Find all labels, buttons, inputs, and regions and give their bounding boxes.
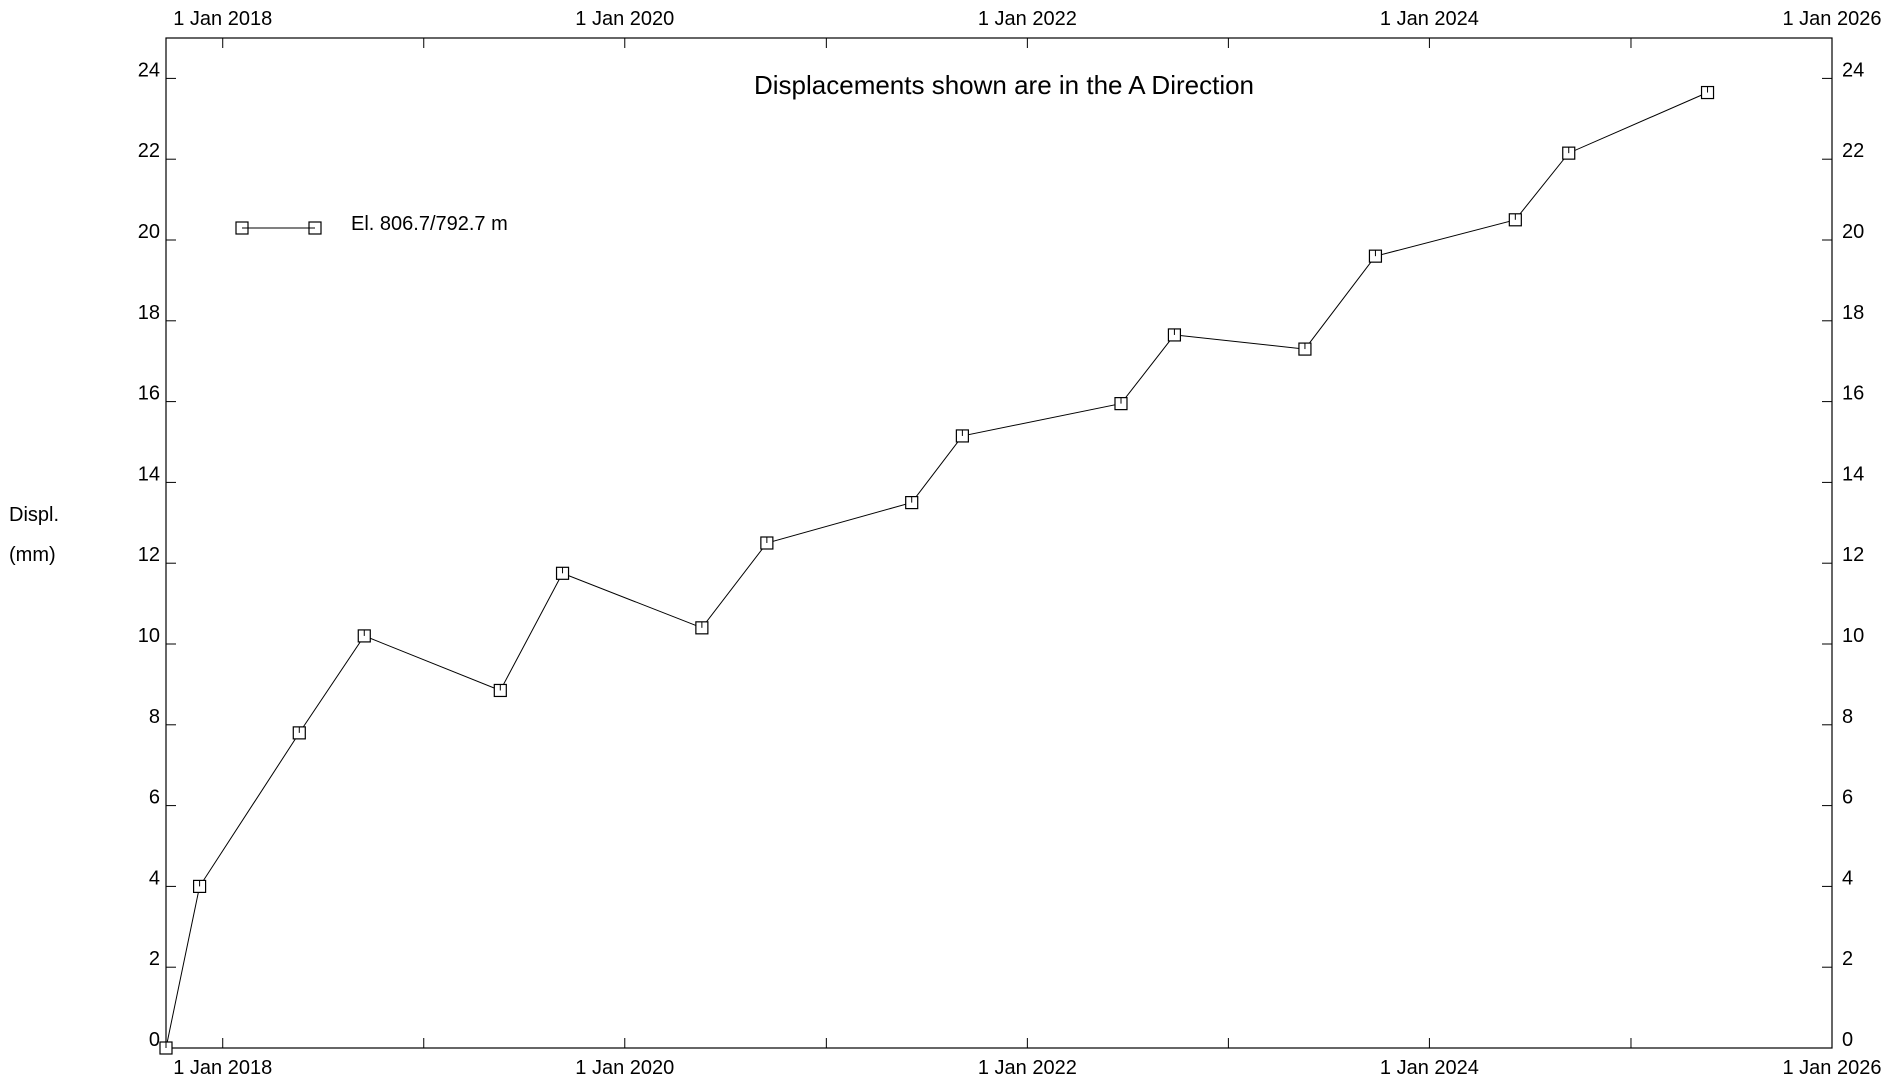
y-tick-label-right: 8 <box>1842 706 1853 728</box>
y-tick-label-left: 20 <box>138 221 160 243</box>
y-tick-label-right: 24 <box>1842 59 1864 81</box>
y-tick-label-left: 0 <box>149 1029 160 1051</box>
y-axis-title-line-2: (mm) <box>9 544 56 566</box>
x-tick-label-top: 1 Jan 2018 <box>173 8 272 30</box>
x-tick-label-top: 1 Jan 2026 <box>1783 8 1882 30</box>
x-tick-label-top: 1 Jan 2020 <box>575 8 674 30</box>
y-tick-label-right: 18 <box>1842 302 1864 324</box>
x-tick-label-bottom: 1 Jan 2024 <box>1380 1057 1479 1079</box>
legend: El. 806.7/792.7 m <box>235 213 508 235</box>
y-tick-label-right: 10 <box>1842 625 1864 647</box>
y-tick-label-right: 4 <box>1842 867 1853 889</box>
y-tick-label-right: 20 <box>1842 221 1864 243</box>
y-tick-label-left: 4 <box>149 867 160 889</box>
y-tick-label-right: 2 <box>1842 948 1853 970</box>
y-tick-label-left: 8 <box>149 706 160 728</box>
x-tick-label-top: 1 Jan 2022 <box>978 8 1077 30</box>
y-tick-label-left: 10 <box>138 625 160 647</box>
y-tick-label-left: 16 <box>138 383 160 405</box>
y-tick-label-left: 24 <box>138 59 160 81</box>
y-tick-label-left: 2 <box>149 948 160 970</box>
y-tick-label-left: 12 <box>138 544 160 566</box>
plot-frame <box>165 37 1833 1049</box>
y-tick-label-right: 12 <box>1842 544 1864 566</box>
series-line <box>165 92 1708 1049</box>
y-tick-label-right: 16 <box>1842 383 1864 405</box>
x-tick-label-top: 1 Jan 2024 <box>1380 8 1479 30</box>
x-tick-label-bottom: 1 Jan 2018 <box>173 1057 272 1079</box>
x-tick-label-bottom: 1 Jan 2022 <box>978 1057 1077 1079</box>
legend-marker <box>235 221 249 235</box>
series-group <box>159 85 1715 1055</box>
y-tick-label-left: 14 <box>138 463 160 485</box>
y-tick-label-left: 6 <box>149 787 160 809</box>
chart-title: Displacements shown are in the A Directi… <box>754 70 1254 100</box>
y-tick-label-right: 6 <box>1842 787 1853 809</box>
legend-label: El. 806.7/792.7 m <box>351 213 508 235</box>
x-tick-label-bottom: 1 Jan 2020 <box>575 1057 674 1079</box>
axis-ticks <box>166 38 1833 1049</box>
y-tick-label-left: 18 <box>138 302 160 324</box>
y-tick-label-left: 22 <box>138 140 160 162</box>
x-tick-label-bottom: 1 Jan 2026 <box>1783 1057 1882 1079</box>
y-tick-label-right: 22 <box>1842 140 1864 162</box>
y-tick-label-right: 0 <box>1842 1029 1853 1051</box>
y-tick-label-right: 14 <box>1842 463 1864 485</box>
y-axis-title-line-1: Displ. <box>9 504 59 526</box>
legend-marker <box>308 221 322 235</box>
